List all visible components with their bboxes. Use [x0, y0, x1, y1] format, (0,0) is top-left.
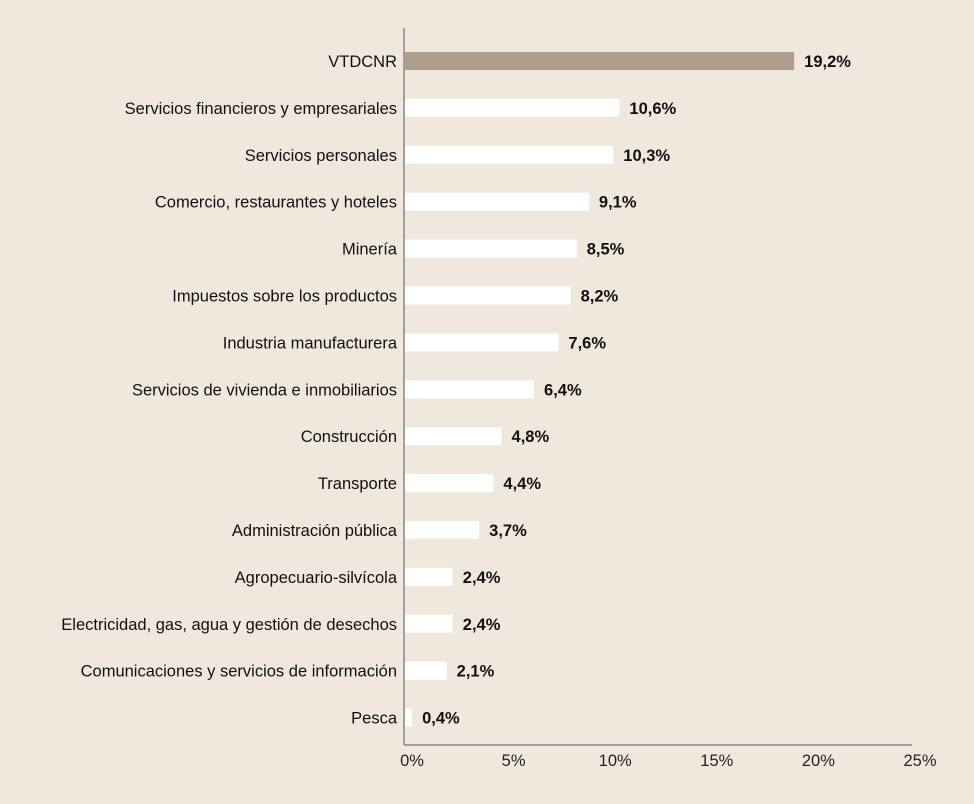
- bar: [405, 145, 614, 164]
- category-label: Industria manufacturera: [223, 334, 398, 352]
- x-tick-label: 25%: [903, 752, 936, 770]
- bar-group: VTDCNR 19,2%: [328, 52, 851, 71]
- value-label: 7,6%: [568, 334, 606, 352]
- bar-group: Construcción 4,8%: [301, 427, 550, 446]
- value-label: 10,3%: [623, 147, 670, 165]
- bar: [405, 474, 494, 493]
- value-label: 2,4%: [463, 569, 501, 587]
- bar: [405, 98, 620, 117]
- bar: [405, 333, 559, 352]
- x-tick-label: 0%: [400, 752, 424, 770]
- category-label: Servicios personales: [245, 147, 397, 165]
- bar: [405, 521, 480, 539]
- bar-group: Industria manufacturera 7,6%: [223, 333, 606, 352]
- bar: [405, 708, 413, 727]
- value-label: 2,4%: [463, 616, 501, 634]
- bar: [405, 286, 571, 305]
- category-label: Comunicaciones y servicios de informació…: [81, 663, 397, 681]
- value-label: 3,7%: [489, 522, 527, 540]
- bar-group: Agropecuario-silvícola 2,4%: [235, 567, 501, 587]
- category-label: Comercio, restaurantes y hoteles: [155, 194, 397, 212]
- bar: [405, 192, 589, 211]
- value-label: 2,1%: [457, 663, 495, 681]
- value-label: 19,2%: [804, 53, 851, 71]
- bar-group: Impuestos sobre los productos 8,2%: [172, 286, 619, 306]
- category-label: Servicios financieros y empresariales: [125, 100, 397, 118]
- x-tick-label: 10%: [599, 752, 632, 770]
- value-label: 0,4%: [422, 710, 460, 728]
- x-tick-label: 15%: [700, 752, 733, 770]
- value-label: 8,5%: [587, 241, 625, 259]
- value-label: 6,4%: [544, 381, 582, 399]
- x-tick-label: 5%: [502, 752, 526, 770]
- bar-group: Servicios personales 10,3%: [245, 145, 670, 165]
- category-label: Construcción: [301, 428, 397, 446]
- value-label: 8,2%: [581, 288, 619, 306]
- bar-group: Servicios de vivienda e inmobiliarios 6,4…: [132, 380, 582, 399]
- bar: [405, 614, 453, 633]
- category-label: Servicios de vivienda e inmobiliarios: [132, 381, 397, 399]
- category-label: Impuestos sobre los productos: [172, 288, 397, 306]
- bar-group: Pesca 0,4%: [351, 708, 460, 728]
- category-label: Pesca: [351, 710, 398, 728]
- category-label: VTDCNR: [328, 53, 397, 71]
- value-label: 9,1%: [599, 194, 637, 212]
- category-label: Administración pública: [232, 522, 398, 540]
- bar-group: Administración pública 3,7%: [232, 521, 527, 540]
- x-tick-label: 20%: [802, 752, 835, 770]
- bar: [405, 380, 535, 399]
- bar-group: Electricidad, gas, agua y gestión de des…: [61, 614, 501, 634]
- bar-group: Transporte 4,4%: [318, 474, 541, 493]
- bar: [405, 239, 577, 258]
- value-label: 10,6%: [629, 100, 676, 118]
- category-label: Agropecuario-silvícola: [235, 569, 398, 587]
- category-label: Transporte: [318, 475, 397, 493]
- bar: [405, 661, 447, 680]
- bar: [405, 52, 795, 70]
- bar-group: Comunicaciones y servicios de informació…: [81, 661, 495, 681]
- bar-group: Minería 8,5%: [342, 239, 625, 259]
- bar-group: Servicios financieros y empresariales 10,…: [125, 98, 677, 118]
- bar: [405, 427, 502, 446]
- bar-group: Comercio, restaurantes y hoteles 9,1%: [155, 192, 637, 212]
- value-label: 4,4%: [503, 475, 541, 493]
- category-label: Minería: [342, 241, 398, 259]
- category-label: Electricidad, gas, agua y gestión de des…: [61, 616, 397, 634]
- value-label: 4,8%: [512, 428, 550, 446]
- bar: [405, 567, 453, 586]
